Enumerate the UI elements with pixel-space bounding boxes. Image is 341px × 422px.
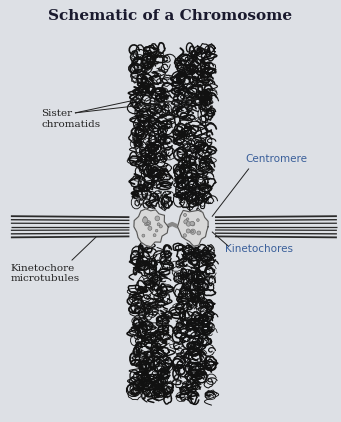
- Circle shape: [143, 217, 148, 223]
- Circle shape: [197, 231, 201, 235]
- Text: Schematic of a Chromosome: Schematic of a Chromosome: [48, 9, 293, 24]
- Circle shape: [159, 225, 162, 228]
- Circle shape: [144, 216, 147, 220]
- Circle shape: [148, 226, 152, 230]
- Circle shape: [183, 214, 187, 216]
- Text: Centromere: Centromere: [245, 154, 307, 164]
- Circle shape: [146, 221, 151, 226]
- Circle shape: [153, 234, 156, 237]
- Circle shape: [186, 222, 191, 226]
- Circle shape: [155, 216, 160, 221]
- Text: Sister
chromatids: Sister chromatids: [42, 109, 101, 129]
- Circle shape: [191, 230, 194, 233]
- Circle shape: [186, 229, 190, 233]
- Text: Kinetochores: Kinetochores: [225, 244, 293, 254]
- Circle shape: [190, 229, 195, 234]
- Polygon shape: [178, 210, 208, 246]
- Circle shape: [155, 230, 158, 232]
- Text: Kinetochore
microtubules: Kinetochore microtubules: [11, 264, 80, 283]
- Circle shape: [184, 220, 188, 224]
- Circle shape: [187, 218, 189, 220]
- Circle shape: [191, 222, 195, 226]
- Circle shape: [142, 234, 145, 237]
- Circle shape: [147, 222, 149, 225]
- Circle shape: [157, 223, 160, 226]
- Circle shape: [145, 222, 148, 226]
- Circle shape: [183, 234, 187, 237]
- Circle shape: [190, 221, 194, 226]
- Circle shape: [197, 219, 199, 222]
- Polygon shape: [134, 209, 168, 247]
